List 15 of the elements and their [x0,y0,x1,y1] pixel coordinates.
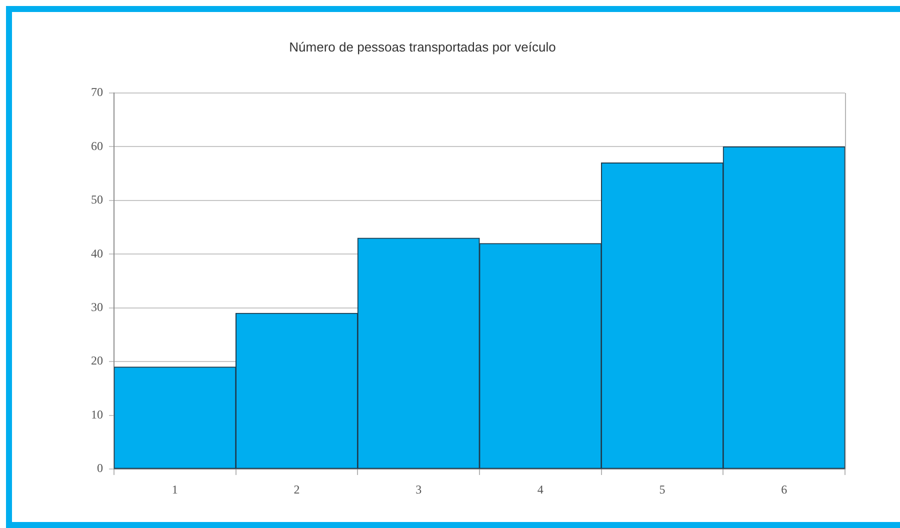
x-tick-label: 5 [659,482,666,496]
y-tick-label: 30 [91,300,103,314]
y-tick-label: 60 [91,138,103,153]
y-tick-label: 20 [91,354,103,368]
x-tick-label: 4 [537,482,544,496]
x-tick-label: 6 [781,482,788,496]
y-tick-label: 50 [91,192,103,207]
y-tick-label: 0 [97,461,103,476]
y-tick-label: 40 [91,246,103,260]
x-tick-label: 2 [294,482,300,496]
y-tick-label: 10 [91,407,103,422]
chart-title: Número de pessoas transportadas por veículo [289,39,556,54]
x-tick-label: 1 [172,482,178,496]
y-tick-label: 70 [91,85,103,100]
x-tick-label: 3 [416,482,422,496]
